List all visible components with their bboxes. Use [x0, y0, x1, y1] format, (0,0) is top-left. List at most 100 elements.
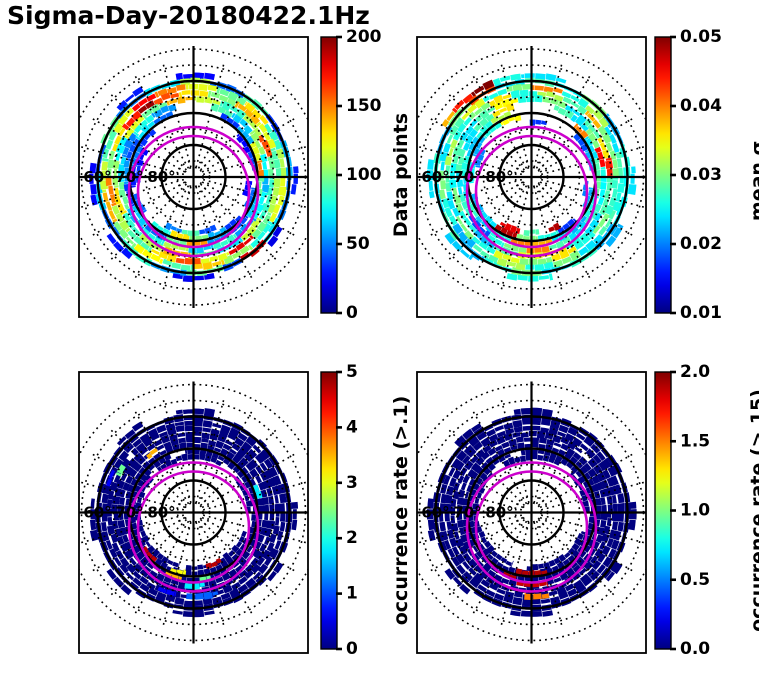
- figure-title: Sigma-Day-20180422.1Hz: [7, 1, 370, 30]
- dotted-spoke: [499, 396, 530, 504]
- dotted-spoke: [197, 72, 255, 169]
- dotted-spoke: [108, 91, 187, 171]
- dotted-spoke: [470, 408, 528, 505]
- dotted-spoke: [538, 91, 617, 171]
- lat-label: 70°: [453, 504, 481, 522]
- auroral-oval-circle: [136, 134, 251, 249]
- dotted-spoke: [446, 519, 525, 598]
- dotted-spoke: [499, 60, 530, 168]
- dotted-spoke: [202, 480, 308, 511]
- auroral-oval-circle: [465, 125, 598, 258]
- dotted-spoke: [201, 516, 298, 574]
- dotted-spoke: [108, 519, 187, 598]
- colorbar-occurrence-rate-gt-0.15: 0.0 0.5 1.0 1.5 2.0 occurrence rate (>.15): [654, 362, 759, 659]
- dotted-spoke: [417, 514, 523, 545]
- panel-data-points: 60° 70° 80°: [78, 36, 309, 318]
- auroral-oval-circle: [465, 461, 598, 593]
- dotted-spoke: [79, 480, 185, 511]
- colorbar-gradient: [320, 36, 338, 314]
- colorbar-occurrence-rate-gt-0.1: 0 1 2 3 4 5 occurrence rate (>.1): [320, 362, 412, 659]
- dotted-spoke: [132, 72, 190, 169]
- dotted-spoke: [161, 521, 192, 629]
- dotted-spoke: [535, 408, 593, 505]
- colorbar-tick-label: 0.02: [680, 234, 722, 254]
- dotted-spoke: [535, 72, 593, 169]
- dotted-spoke: [161, 186, 192, 294]
- dotted-spoke: [533, 60, 564, 168]
- dotted-spoke: [539, 516, 636, 574]
- dotted-spoke: [202, 145, 308, 176]
- lat-label: 70°: [453, 168, 481, 186]
- colorbar-gradient: [654, 36, 672, 314]
- dotted-spoke: [195, 186, 226, 294]
- dotted-spoke: [197, 408, 255, 505]
- dotted-spoke: [195, 396, 226, 504]
- colorbar-tick-label: 200: [346, 27, 382, 47]
- lat-label: 60°: [421, 168, 449, 186]
- dotted-spoke: [108, 183, 187, 263]
- dotted-spoke: [539, 451, 636, 509]
- dotted-spoke: [470, 185, 528, 282]
- dotted-spoke: [202, 178, 308, 209]
- colorbar-tick-label: 0: [346, 303, 358, 323]
- dotted-spoke: [201, 181, 298, 238]
- dotted-spoke: [499, 186, 530, 294]
- dotted-spoke: [540, 178, 646, 209]
- dotted-spoke: [89, 116, 186, 173]
- dotted-spoke: [427, 181, 524, 238]
- colorbar-tick-label: 3: [346, 473, 358, 493]
- dotted-spoke: [132, 185, 190, 282]
- colorbar-tick-label: 4: [346, 417, 358, 437]
- lat-label: 80°: [147, 168, 175, 186]
- dotted-spoke: [533, 521, 564, 629]
- lat-label: 80°: [147, 504, 175, 522]
- dotted-spoke: [132, 520, 190, 617]
- colorbar-tick-label: 0.5: [680, 570, 710, 590]
- lat-label: 80°: [485, 504, 513, 522]
- lat-label: 60°: [83, 168, 111, 186]
- colorbar-axis-label: Data points: [390, 113, 412, 237]
- dotted-spoke: [89, 181, 186, 238]
- colorbar-tick-label: 50: [346, 234, 370, 254]
- colorbar-tick-label: 150: [346, 96, 382, 116]
- auroral-oval-circle: [474, 470, 589, 584]
- dotted-spoke: [417, 145, 523, 176]
- colorbar-tick-label: 1: [346, 584, 358, 604]
- panel-occurrence-rate-gt-0.1: 60° 70° 80°: [78, 371, 309, 654]
- panel-occurrence-rate-gt-0.15: 60° 70° 80°: [416, 371, 647, 654]
- dotted-spoke: [161, 60, 192, 168]
- dotted-spoke: [417, 480, 523, 511]
- colorbar-tick-label: 0.01: [680, 303, 722, 323]
- colorbar-gradient: [654, 371, 672, 650]
- dotted-spoke: [446, 427, 525, 506]
- dotted-spoke: [195, 521, 226, 629]
- dotted-spoke: [538, 183, 617, 263]
- dotted-spoke: [201, 116, 298, 173]
- dotted-spoke: [79, 145, 185, 176]
- dotted-spoke: [535, 185, 593, 282]
- colorbar-axis-label: occurrence rate (>.15): [747, 389, 759, 632]
- lat-label: 80°: [485, 168, 513, 186]
- dotted-spoke: [417, 178, 523, 209]
- auroral-oval-circle: [127, 461, 260, 593]
- dotted-spoke: [197, 520, 255, 617]
- dotted-spoke: [200, 91, 279, 171]
- dotted-spoke: [539, 181, 636, 238]
- dotted-spoke: [202, 514, 308, 545]
- dotted-spoke: [540, 145, 646, 176]
- dotted-spoke: [200, 519, 279, 598]
- lat-label: 60°: [83, 504, 111, 522]
- dotted-spoke: [427, 516, 524, 574]
- dotted-spoke: [132, 408, 190, 505]
- lat-label: 70°: [115, 168, 143, 186]
- dotted-spoke: [533, 186, 564, 294]
- panel-mean-sigma-phi: 60° 70° 80°: [416, 36, 647, 318]
- colorbar-tick-label: 1.0: [680, 501, 710, 521]
- colorbar-tick-label: 0.05: [680, 27, 722, 47]
- dotted-spoke: [427, 451, 524, 509]
- colorbar-tick-label: 0.0: [680, 639, 710, 659]
- dotted-spoke: [200, 427, 279, 506]
- colorbar-gradient: [320, 371, 338, 650]
- colorbar-data-points: 0 50 100 150 200 Data points: [320, 27, 412, 323]
